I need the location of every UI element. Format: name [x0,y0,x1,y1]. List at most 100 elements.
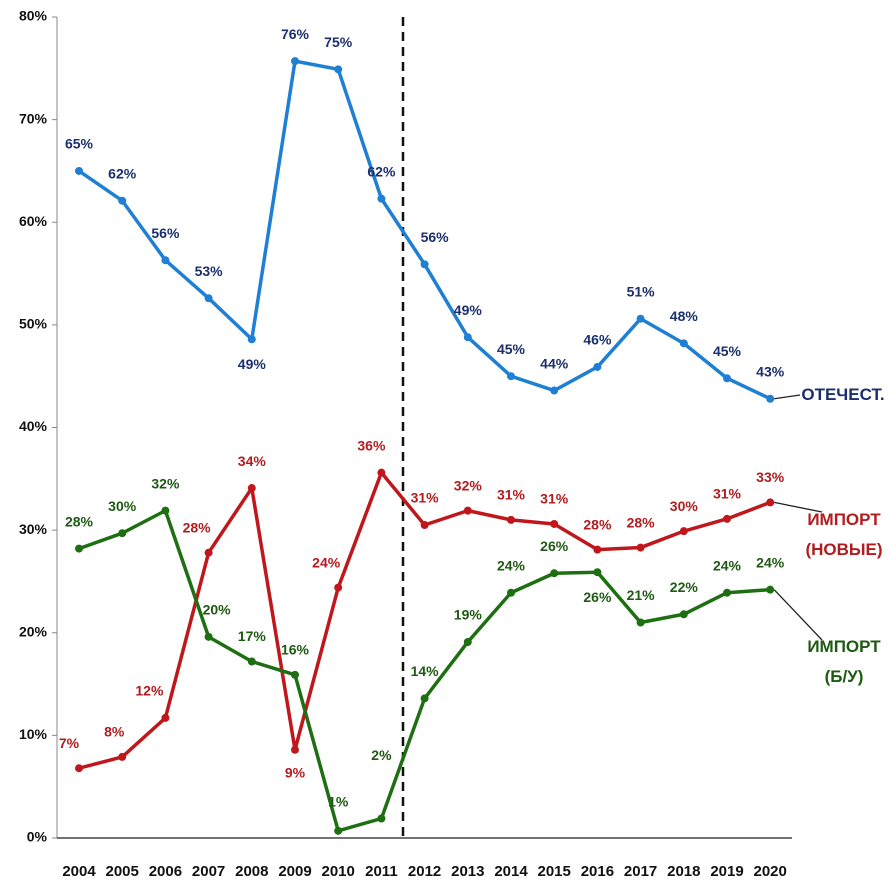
point [636,543,645,552]
data-label: 31% [713,486,742,502]
point [118,529,127,538]
data-label: 33% [756,469,785,485]
point [204,632,213,641]
data-label: 24% [312,554,341,570]
point [161,713,170,722]
data-label: 32% [151,475,180,491]
data-label: 26% [583,589,612,605]
point [679,527,688,536]
point [75,544,83,553]
x-tick-label: 2018 [667,863,700,880]
point [247,335,256,344]
point [463,333,472,342]
data-label: 1% [328,794,349,810]
y-tick-label: 40% [19,418,48,434]
data-label: 2% [371,747,392,763]
data-label: 22% [670,579,699,595]
data-label: 45% [713,343,742,359]
point [161,506,170,515]
point [291,745,299,754]
x-tick-label: 2014 [494,863,528,880]
point [550,569,559,578]
x-tick-label: 2016 [581,863,614,880]
data-label: 62% [108,165,137,181]
data-label: 12% [135,683,164,699]
data-label: 56% [151,225,180,241]
data-label: 24% [756,554,785,570]
y-tick-label: 20% [19,623,48,639]
point [550,386,559,395]
x-tick-label: 2004 [62,863,96,880]
point [118,196,127,205]
data-label: 28% [183,519,212,535]
y-tick-label: 70% [19,110,48,126]
data-label: 30% [108,498,137,514]
data-label: 31% [540,491,569,507]
data-label: 65% [65,136,94,152]
x-tick-label: 2013 [451,863,484,880]
point [75,166,83,175]
point [247,657,256,666]
data-label: 24% [497,557,526,573]
x-tick-label: 2011 [365,863,398,880]
data-label: 21% [627,587,656,603]
y-tick-label: 10% [19,726,48,742]
data-label: 26% [540,538,569,554]
data-label: 75% [324,34,353,50]
y-tick-label: 30% [19,521,48,537]
x-tick-label: 2012 [408,863,441,880]
x-tick-label: 2019 [710,863,743,880]
data-label: 8% [104,724,125,740]
point [291,57,299,66]
legend-entry: ОТЕЧЕСТ. [801,385,885,404]
x-tick-label: 2015 [538,863,571,880]
data-label: 24% [713,557,742,573]
legend-arrow [774,394,801,400]
legend-arrow [774,501,823,513]
point [247,484,256,493]
point [204,548,213,557]
point [377,814,386,823]
x-tick-label: 2006 [149,863,182,880]
data-label: 16% [281,642,310,658]
data-label: 19% [454,607,483,623]
point [334,65,343,74]
point [593,568,602,577]
point [593,545,602,554]
point [766,498,775,507]
point [291,670,299,679]
data-label: 34% [238,453,267,469]
point [723,588,731,597]
x-tick-label: 2017 [624,863,657,880]
data-label: 31% [411,490,440,506]
point [507,515,515,524]
point [161,256,170,265]
y-tick-label: 0% [27,829,48,845]
y-tick-label: 50% [19,316,48,332]
data-label: 51% [627,283,656,299]
point [463,506,472,515]
point [723,374,731,383]
x-tick-label: 2007 [192,863,225,880]
data-label: 49% [454,302,483,318]
point [420,520,429,529]
point [679,610,688,619]
x-tick-label: 2009 [278,863,311,880]
y-tick-label: 60% [19,213,48,229]
point [420,260,429,269]
data-label: 46% [583,332,612,348]
point [377,194,386,203]
x-tick-label: 2020 [754,863,787,880]
y-tick-label: 80% [19,8,48,24]
point [636,618,645,627]
data-label: 62% [367,163,396,179]
point [507,372,515,381]
point [334,583,343,592]
point [593,362,602,371]
data-label: 49% [238,356,267,372]
point [118,752,127,761]
data-label: 44% [540,355,569,371]
point [204,294,213,303]
